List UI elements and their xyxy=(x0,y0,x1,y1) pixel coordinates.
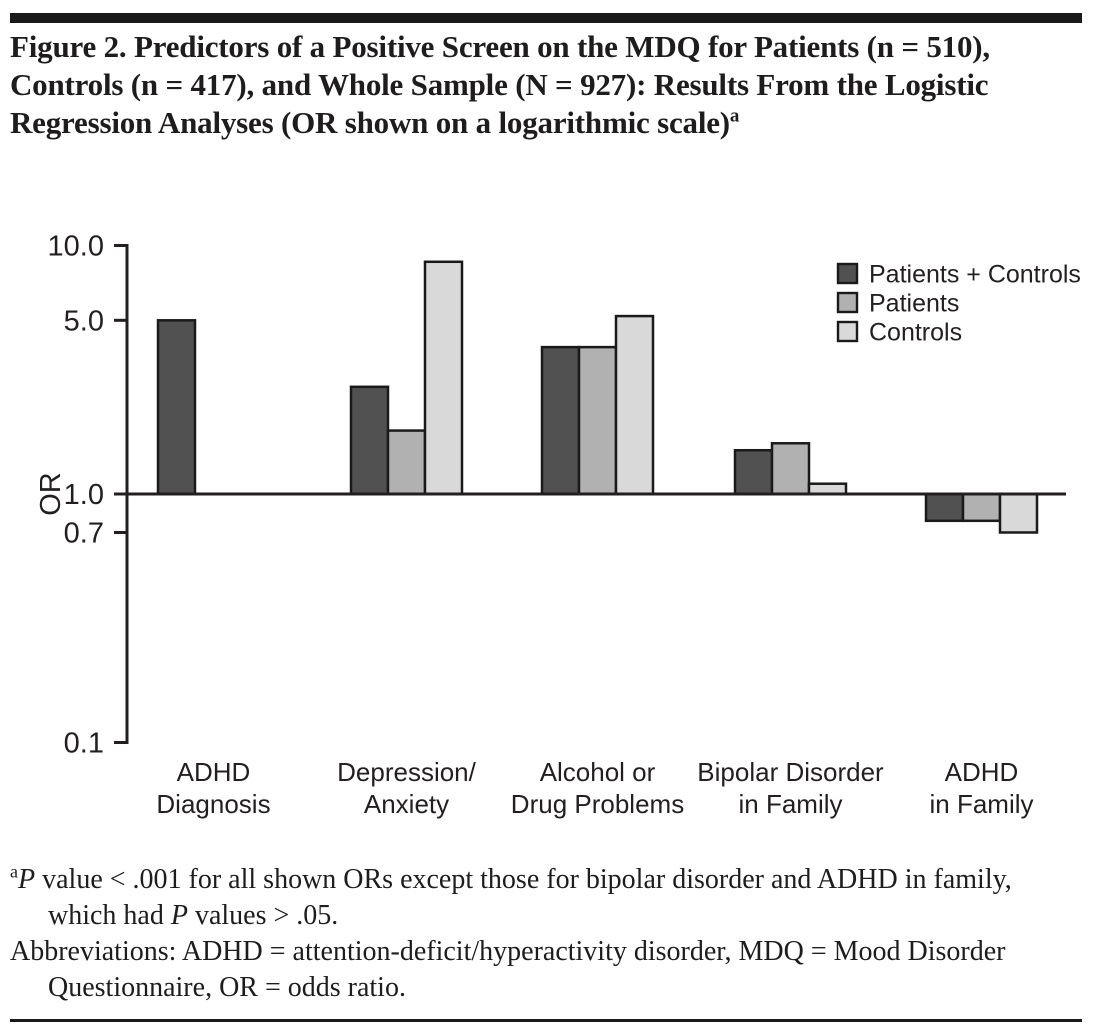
bar-controls-4 xyxy=(998,492,1039,534)
footnotes: aP value < .001 for all shown ORs except… xyxy=(10,862,1024,1006)
legend-swatch-2 xyxy=(836,320,859,343)
bar-patients-controls-0 xyxy=(156,319,197,496)
bar-controls-3 xyxy=(807,482,848,496)
footnote-text: P xyxy=(18,864,36,895)
footnote-text: value < .001 for all shown ORs except th… xyxy=(35,864,1012,931)
x-category-label: ADHD in Family xyxy=(929,757,1033,819)
footnote-marker: a xyxy=(10,861,18,882)
y-axis-label: OR xyxy=(35,472,67,516)
figure-title: Figure 2. Predictors of a Positive Scree… xyxy=(10,28,1042,142)
legend-swatch-0 xyxy=(836,262,859,285)
x-category-label: Alcohol or Drug Problems xyxy=(511,757,684,819)
x-category-label: Bipolar Disorder in Family xyxy=(697,757,884,819)
bar-patients-3 xyxy=(770,442,811,496)
footnote-abbreviations: Abbreviations: ADHD = attention-deficit/… xyxy=(10,934,1024,1006)
y-tick-label: 10.0 xyxy=(48,231,104,263)
bar-patients-controls-1 xyxy=(349,385,390,496)
footnote-p-values: aP value < .001 for all shown ORs except… xyxy=(10,862,1024,934)
y-tick-label: 1.0 xyxy=(64,479,104,511)
top-rule xyxy=(10,13,1082,23)
legend-label-0: Patients + Controls xyxy=(869,260,1081,288)
legend-swatch-1 xyxy=(836,291,859,314)
bar-patients-2 xyxy=(577,345,618,496)
bar-patients-1 xyxy=(386,429,427,496)
bottom-rule xyxy=(10,1019,1082,1022)
bar-patients-controls-2 xyxy=(540,345,581,496)
figure-title-footnote-marker: a xyxy=(729,105,740,127)
legend-label-1: Patients xyxy=(869,289,959,317)
x-category-label: ADHD Diagnosis xyxy=(156,757,270,819)
y-tick-label: 0.7 xyxy=(64,518,104,550)
bar-patients-controls-4 xyxy=(924,492,965,523)
bar-controls-1 xyxy=(423,260,464,496)
or-bar-chart: 10.0 5.0 1.0 0.7 0.1 OR ADHD Diagnosis Depressio… xyxy=(35,231,1081,819)
figure-title-text: Figure 2. Predictors of a Positive Scree… xyxy=(10,29,990,140)
footnote-text: values > .05. xyxy=(187,900,339,931)
abbreviations-text: Abbreviations: ADHD = attention-deficit/… xyxy=(10,936,1006,1003)
footnote-text: P xyxy=(170,900,188,931)
bar-patients-controls-3 xyxy=(733,448,774,496)
y-tick-label: 0.1 xyxy=(64,728,104,760)
bar-controls-2 xyxy=(614,314,655,496)
legend-label-2: Controls xyxy=(869,318,962,346)
y-tick-label: 5.0 xyxy=(64,305,104,337)
chart-area: 10.0 5.0 1.0 0.7 0.1 OR ADHD Diagnosis Depressio… xyxy=(0,230,1093,830)
x-category-label: Depression/Anxiety xyxy=(337,757,477,819)
bar-patients-4 xyxy=(961,492,1002,523)
